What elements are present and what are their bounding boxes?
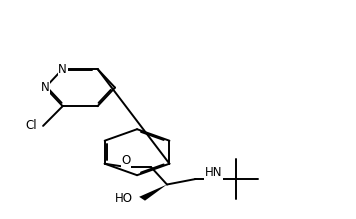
Text: N: N — [58, 62, 67, 76]
Text: O: O — [121, 154, 131, 167]
Text: HN: HN — [204, 166, 222, 179]
Text: Cl: Cl — [25, 119, 37, 132]
Text: N: N — [41, 81, 49, 94]
Text: HO: HO — [115, 192, 133, 205]
Polygon shape — [139, 184, 167, 201]
